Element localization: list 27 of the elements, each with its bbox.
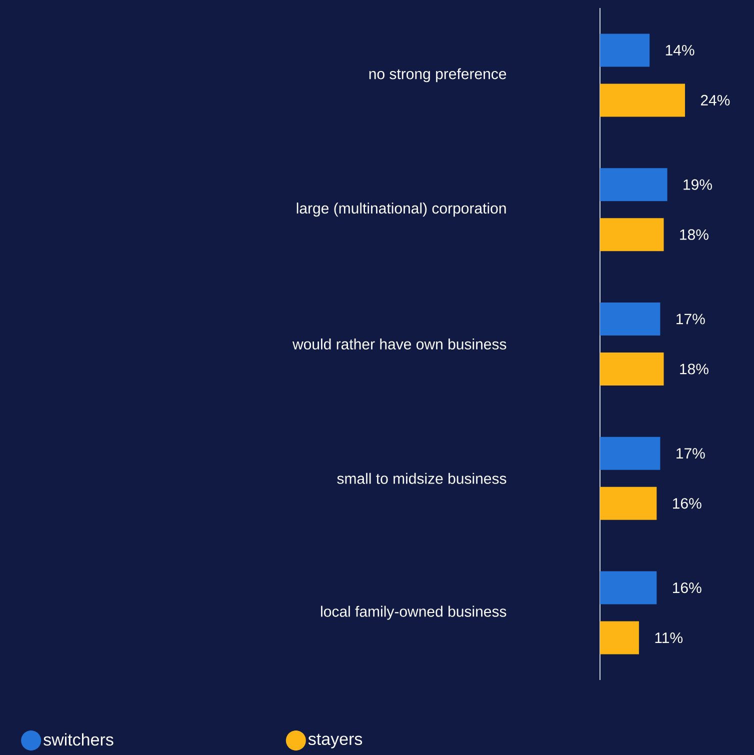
y-tick-label: no strong preference <box>369 68 506 82</box>
y-tick-label: would rather have own business <box>292 338 506 350</box>
data-label: 24% <box>700 94 730 106</box>
bar <box>600 621 639 654</box>
bar <box>600 302 660 336</box>
data-label: 18% <box>680 229 708 240</box>
y-tick-label: small to midsize business <box>337 472 506 484</box>
data-label: 17% <box>676 448 705 459</box>
bar <box>600 168 668 202</box>
data-label: 19% <box>684 179 712 190</box>
bar <box>600 571 657 604</box>
bar <box>600 352 664 386</box>
y-tick-label: large (multinational) corporation <box>296 202 506 217</box>
bar <box>600 34 650 67</box>
data-label: 14% <box>666 44 694 56</box>
data-label: 16% <box>673 582 702 594</box>
legend-label: switchers <box>44 733 114 746</box>
data-label: 11% <box>655 632 683 644</box>
bar <box>600 436 660 470</box>
legend-label: stayers <box>308 734 362 748</box>
bar <box>600 84 685 117</box>
data-label: 16% <box>673 498 702 509</box>
data-label: 17% <box>676 314 705 324</box>
bar <box>600 486 657 520</box>
data-label: 18% <box>680 364 708 374</box>
y-tick-label: local family-owned business <box>321 606 506 620</box>
bar <box>600 218 664 252</box>
